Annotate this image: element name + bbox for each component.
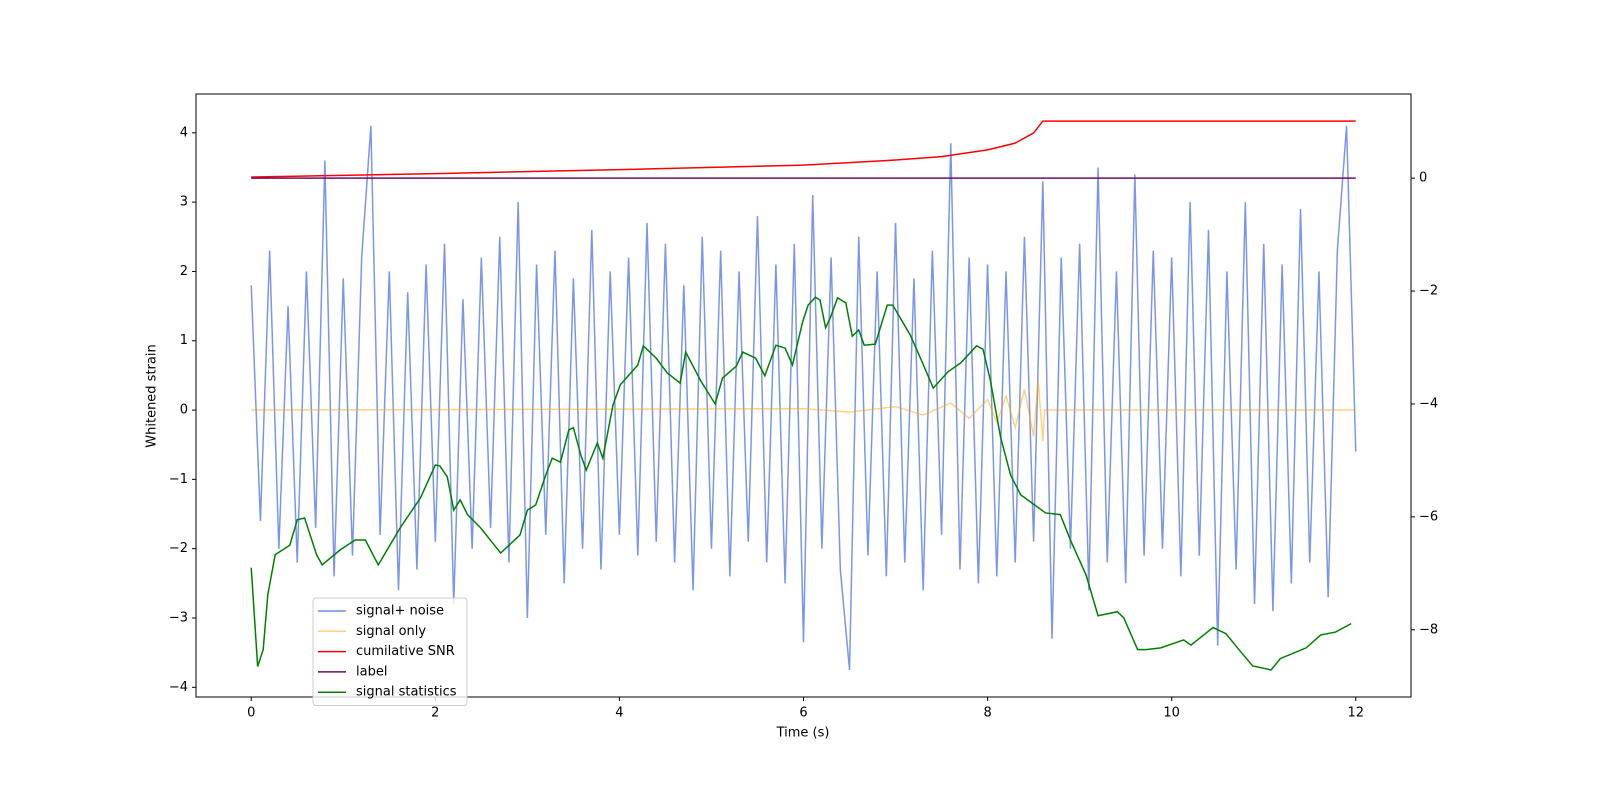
y2-tick-label: −8 bbox=[1419, 622, 1438, 637]
y-tick-label: 2 bbox=[180, 264, 188, 279]
y2-tick-label: −6 bbox=[1419, 509, 1438, 524]
y2-tick-label: 0 bbox=[1419, 171, 1427, 186]
legend-label: signal+ noise bbox=[356, 604, 444, 619]
x-tick-label: 2 bbox=[431, 706, 439, 721]
y-tick-label: 1 bbox=[180, 333, 188, 348]
x-tick-label: 6 bbox=[799, 706, 807, 721]
x-tick-label: 12 bbox=[1347, 706, 1364, 721]
x-tick-label: 0 bbox=[247, 706, 255, 721]
series-line bbox=[250, 296, 1352, 671]
legend-label: label bbox=[356, 664, 387, 679]
y-tick-label: −2 bbox=[169, 541, 188, 556]
x-axis-label: Time (s) bbox=[776, 726, 830, 741]
y-tick-label: −4 bbox=[169, 680, 188, 695]
legend-label: signal statistics bbox=[356, 685, 457, 700]
series-line bbox=[250, 125, 1357, 671]
y-tick-label: −1 bbox=[169, 472, 188, 487]
y2-tick-label: −4 bbox=[1419, 396, 1438, 411]
legend-label: signal only bbox=[356, 624, 426, 639]
legend-box bbox=[312, 597, 468, 706]
x-tick-label: 8 bbox=[983, 706, 991, 721]
x-tick-label: 4 bbox=[615, 706, 623, 721]
legend-label: cumilative SNR bbox=[356, 644, 455, 659]
y-tick-label: 4 bbox=[180, 125, 188, 140]
series-line bbox=[251, 120, 1356, 178]
y-tick-label: 3 bbox=[180, 195, 188, 210]
y-tick-label: −3 bbox=[169, 610, 188, 625]
x-tick-label: 10 bbox=[1163, 706, 1180, 721]
y2-tick-label: −2 bbox=[1419, 284, 1438, 299]
series-line bbox=[251, 380, 1356, 442]
y-axis-label: Whitened strain bbox=[145, 344, 160, 447]
y-tick-label: 0 bbox=[180, 403, 188, 418]
